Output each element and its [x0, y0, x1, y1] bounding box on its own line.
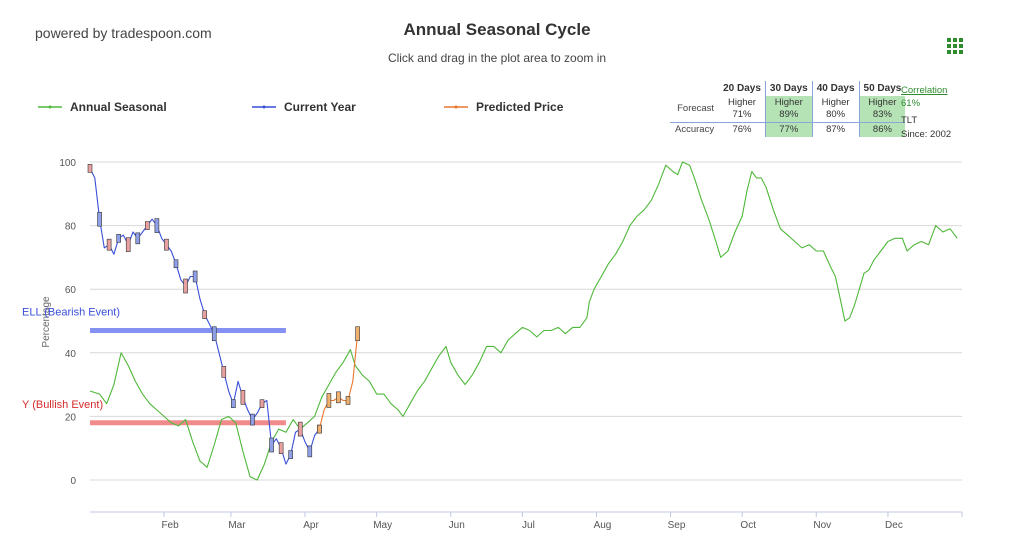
legend-label: Predicted Price	[476, 100, 564, 114]
legend-label: Annual Seasonal	[70, 100, 167, 114]
y-axis-label: Percentage	[41, 296, 52, 348]
x-tick-label: Feb	[161, 520, 179, 531]
legend-current-year[interactable]: Current Year	[252, 100, 356, 114]
series-line	[89, 161, 958, 481]
x-tick-label: Mar	[228, 520, 246, 531]
x-tick-label: Oct	[740, 520, 756, 531]
level-label: ELL (Bearish Event)	[22, 307, 120, 319]
y-tick-label: 60	[65, 285, 77, 296]
ticker-symbol: TLT	[901, 115, 918, 126]
legend-annual-seasonal[interactable]: Annual Seasonal	[38, 100, 167, 114]
accuracy-cell: 86%	[858, 122, 906, 137]
candle-point	[259, 399, 265, 408]
since-year: Since: 2002	[901, 129, 952, 140]
candle-point	[125, 237, 131, 252]
chart-menu-icon[interactable]	[947, 38, 963, 54]
candle-point	[269, 437, 274, 453]
forecast-stats-table: 20 Days 30 Days 40 Days 50 Days Forecast…	[670, 81, 906, 137]
x-tick-label: Jul	[522, 520, 535, 531]
candle-point	[97, 211, 102, 227]
legend-line-icon	[252, 105, 276, 109]
legend-label: Current Year	[284, 100, 356, 114]
forecast-cell: Higher 80%	[811, 96, 860, 123]
y-tick-label: 0	[70, 476, 76, 487]
col-header: 40 Days	[811, 81, 860, 96]
accuracy-cell: 77%	[764, 122, 813, 137]
candle-point	[145, 221, 150, 230]
candle-point	[154, 218, 160, 233]
candle-point	[221, 366, 227, 378]
candle-point	[278, 442, 284, 455]
candle-point	[326, 393, 332, 408]
x-tick-label: May	[373, 520, 392, 531]
candle-point	[317, 424, 322, 434]
candle-point	[250, 413, 255, 426]
legend-line-icon	[444, 105, 468, 109]
x-tick-label: Aug	[594, 520, 612, 531]
x-tick-label: Sep	[668, 520, 686, 531]
x-tick-label: Jun	[449, 520, 465, 531]
candle-point	[345, 396, 351, 405]
level-label: Y (Bullish Event)	[22, 399, 103, 411]
candle-point	[164, 238, 169, 251]
powered-by-text: powered by tradespoon.com	[35, 25, 212, 41]
chart-title: Annual Seasonal Cycle	[403, 20, 591, 39]
candle-point	[355, 326, 360, 342]
forecast-row-label: Forecast	[677, 103, 715, 114]
accuracy-cell: 76%	[719, 122, 766, 137]
candle-point	[231, 399, 236, 408]
x-tick-label: Dec	[885, 520, 903, 531]
candle-point	[211, 326, 217, 342]
y-tick-label: 40	[65, 349, 77, 360]
accuracy-cell: 87%	[811, 122, 860, 137]
legend-line-icon	[38, 105, 62, 109]
correlation-link[interactable]: Correlation	[901, 85, 948, 96]
candle-point	[297, 421, 303, 437]
legend-predicted-price[interactable]: Predicted Price	[444, 100, 563, 114]
y-tick-label: 20	[65, 412, 77, 423]
forecast-cell: Higher 71%	[727, 97, 756, 120]
x-tick-label: Apr	[303, 520, 319, 531]
candle-point	[192, 270, 198, 283]
chart-subtitle: Click and drag in the plot area to zoom …	[387, 51, 607, 65]
candle-point	[135, 232, 141, 245]
correlation-value: 61%	[901, 98, 921, 109]
y-tick-label: 80	[65, 222, 77, 233]
forecast-cell: Higher 89%	[764, 96, 813, 123]
candle-point	[173, 259, 179, 269]
col-header: 20 Days	[723, 83, 761, 94]
candle-point	[240, 390, 246, 405]
candle-point	[307, 445, 313, 458]
accuracy-row-label: Accuracy	[670, 122, 720, 137]
candle-point	[288, 450, 293, 459]
candle-point	[87, 164, 93, 173]
candle-point	[116, 234, 121, 243]
col-header: 30 Days	[764, 81, 813, 96]
candle-point	[183, 278, 188, 294]
candle-point	[106, 238, 112, 251]
y-tick-label: 100	[59, 158, 76, 169]
forecast-cell: Higher 83%	[858, 96, 906, 123]
candle-point	[202, 310, 207, 319]
col-header: 50 Days	[858, 81, 906, 96]
x-tick-label: Nov	[813, 520, 831, 531]
series-line	[318, 333, 359, 430]
candle-point	[336, 391, 341, 404]
